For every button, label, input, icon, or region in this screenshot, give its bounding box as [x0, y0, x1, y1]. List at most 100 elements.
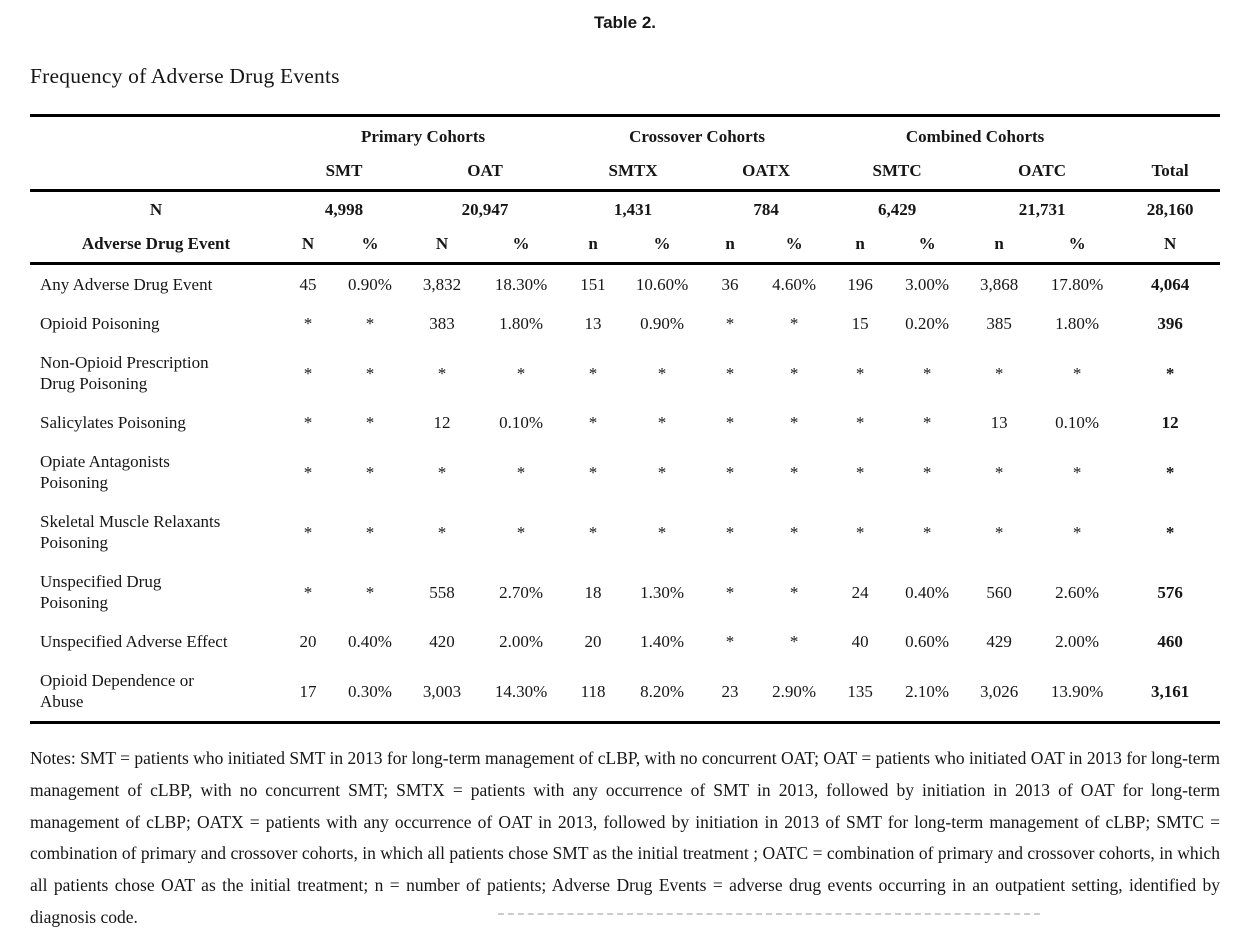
- table-row: Salicylates Poisoning * * 12 0.10% * * * * * * 13 0.…: [30, 403, 1220, 442]
- value-cell: 15: [851, 314, 869, 333]
- value-cell: *: [725, 363, 735, 383]
- cohort-n-smtc: 6,429: [877, 200, 917, 219]
- value-cell: *: [588, 522, 598, 542]
- cohort-n-smt: 4,998: [324, 200, 364, 219]
- table-row: Opioid Dependence or Abuse 17 0.30% 3,003 14…: [30, 661, 1220, 723]
- column-header-cell: %: [1034, 227, 1121, 265]
- value-cell: 1.30%: [640, 582, 684, 602]
- value-cell: *: [303, 462, 313, 482]
- value-cell: *: [365, 363, 375, 383]
- value-cell: 12: [433, 413, 451, 432]
- value-cell: *: [789, 363, 799, 383]
- value-cell: 1.40%: [640, 632, 684, 651]
- column-header-cell: n: [964, 227, 1035, 265]
- value-cell: 17: [299, 681, 317, 701]
- row-label: Unspecified Drug Poisoning: [40, 572, 162, 612]
- column-header-label: Adverse Drug Event: [30, 227, 282, 265]
- value-cell: 4.60%: [772, 275, 817, 294]
- value-cell: *: [588, 462, 598, 482]
- value-cell: *: [855, 363, 865, 383]
- value-cell: *: [303, 314, 313, 333]
- value-cell: 3,832: [422, 275, 462, 294]
- adverse-drug-events-table: Primary Cohorts Crossover Cohorts Combin…: [30, 114, 1221, 724]
- value-cell: *: [1072, 462, 1082, 482]
- cohort-header-smtc: SMTC: [830, 155, 965, 192]
- value-cell: 383: [429, 314, 455, 333]
- cohort-size-row: N 4,998 20,947 1,431 784 6,429 21,731 28…: [30, 191, 1220, 228]
- table-body: Any Adverse Drug Event 45 0.90% 3,832 18.30%…: [30, 264, 1220, 723]
- column-header-cell: %: [758, 227, 831, 265]
- total-cell: 576: [1157, 582, 1183, 602]
- value-cell: 0.40%: [348, 632, 392, 651]
- value-cell: 558: [429, 582, 455, 602]
- column-header-cell: n: [830, 227, 891, 265]
- value-cell: 420: [429, 632, 455, 651]
- column-header-row: Adverse Drug Event N % N % n % n % n % n…: [30, 227, 1221, 265]
- value-cell: 1.80%: [1055, 314, 1100, 333]
- value-cell: 13: [990, 413, 1008, 432]
- group-header-primary: Primary Cohorts: [360, 127, 486, 146]
- spacer-cell: [1120, 116, 1220, 156]
- group-header-combined: Combined Cohorts: [905, 127, 1045, 146]
- group-header-row: Primary Cohorts Crossover Cohorts Combin…: [30, 116, 1220, 156]
- cohort-header-oat: OAT: [406, 155, 565, 192]
- value-cell: 3,868: [979, 275, 1019, 294]
- value-cell: 18.30%: [494, 275, 548, 294]
- value-cell: *: [789, 632, 799, 651]
- value-cell: 36: [721, 275, 739, 294]
- column-header-cell: n: [564, 227, 623, 265]
- value-cell: 14.30%: [494, 681, 548, 701]
- value-cell: 2.90%: [772, 681, 817, 701]
- value-cell: 13: [584, 314, 602, 333]
- value-cell: *: [789, 314, 799, 333]
- page-edge-artifact-line: [498, 913, 1040, 915]
- value-cell: 560: [986, 582, 1012, 602]
- group-header-crossover: Crossover Cohorts: [629, 127, 765, 146]
- value-cell: *: [725, 462, 735, 482]
- row-label: Salicylates Poisoning: [40, 413, 186, 432]
- value-cell: 20: [584, 632, 602, 651]
- total-cell: *: [1165, 462, 1175, 482]
- value-cell: *: [437, 522, 447, 542]
- value-cell: *: [657, 462, 667, 482]
- total-cell: *: [1165, 522, 1175, 542]
- cohort-n-oatx: 784: [753, 200, 779, 219]
- value-cell: 0.90%: [640, 314, 684, 333]
- total-cell: 12: [1161, 413, 1179, 432]
- total-cell: 4,064: [1150, 275, 1190, 294]
- table-number-label: Table 2.: [593, 13, 657, 32]
- total-cell: 3,161: [1150, 681, 1190, 701]
- total-cell: *: [1165, 363, 1175, 383]
- value-cell: *: [516, 462, 526, 482]
- value-cell: *: [303, 413, 313, 432]
- column-header-cell: N: [1120, 227, 1221, 265]
- cohort-header-oatx: OATX: [702, 155, 831, 192]
- cohort-header-smt: SMT: [282, 155, 406, 192]
- value-cell: *: [922, 522, 932, 542]
- value-cell: 196: [847, 275, 873, 294]
- value-cell: 0.40%: [905, 582, 950, 602]
- column-header-cell: N: [406, 227, 478, 265]
- value-cell: *: [303, 582, 313, 602]
- table-notes: Notes: SMT = patients who initiated SMT …: [30, 748, 1220, 927]
- cohort-header-oatc: OATC: [964, 155, 1121, 192]
- value-cell: *: [855, 522, 865, 542]
- table-title: Frequency of Adverse Drug Events: [30, 64, 340, 88]
- value-cell: *: [725, 522, 735, 542]
- value-cell: 0.90%: [348, 275, 392, 294]
- value-cell: 45: [299, 275, 317, 294]
- row-label: Unspecified Adverse Effect: [40, 632, 228, 651]
- value-cell: 3.00%: [905, 275, 950, 294]
- row-label: Skeletal Muscle Relaxants Poisoning: [40, 512, 221, 552]
- value-cell: *: [922, 413, 932, 432]
- value-cell: *: [725, 413, 735, 432]
- value-cell: *: [516, 522, 526, 542]
- row-label: Opioid Dependence or Abuse: [40, 671, 194, 711]
- value-cell: 3,026: [979, 681, 1019, 701]
- value-cell: 0.20%: [905, 314, 950, 333]
- table-row: Skeletal Muscle Relaxants Poisoning * * * * *…: [30, 502, 1220, 562]
- column-header-cell: %: [478, 227, 565, 265]
- value-cell: 0.10%: [1055, 413, 1100, 432]
- value-cell: *: [657, 363, 667, 383]
